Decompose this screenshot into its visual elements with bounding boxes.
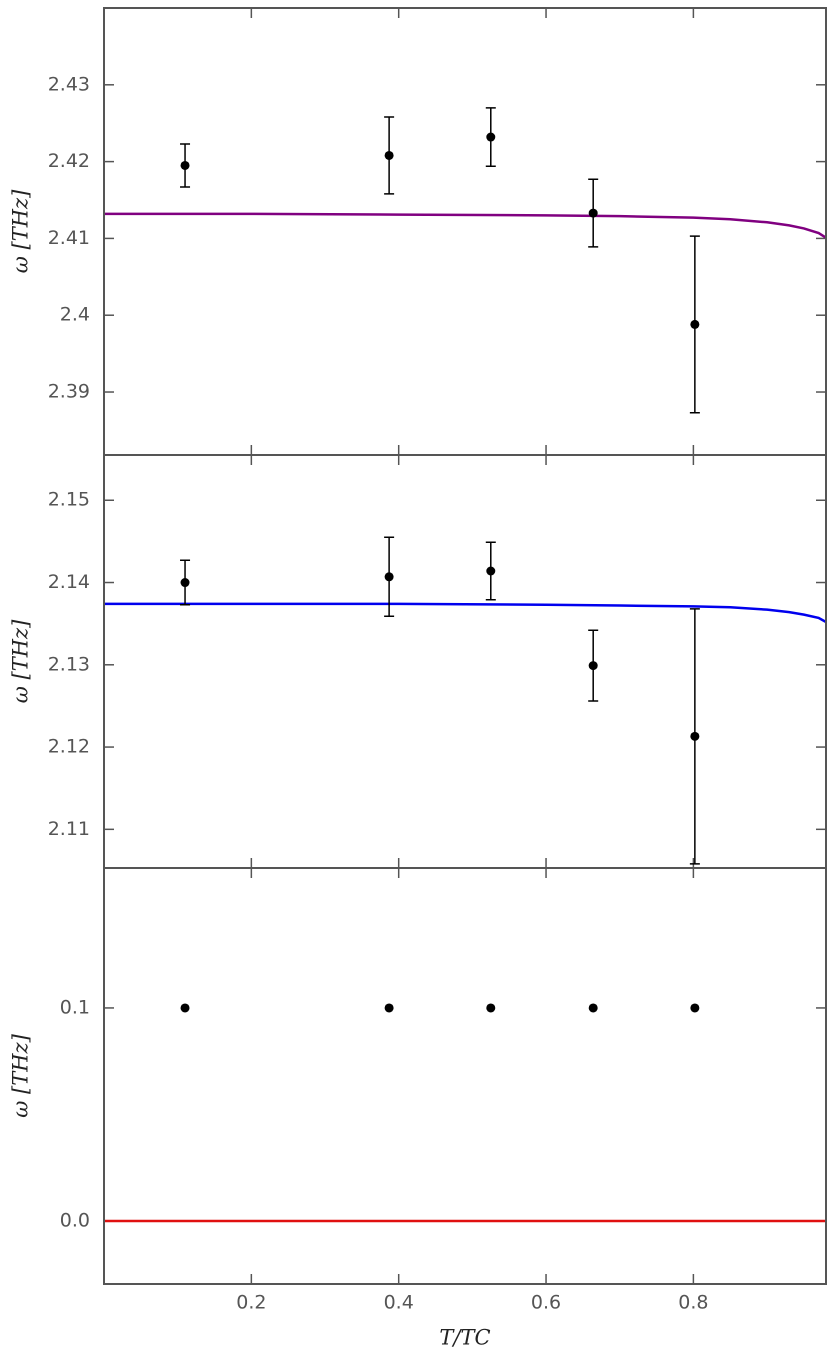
data-point [384, 1003, 394, 1013]
panel-frame [103, 7, 827, 456]
y-axis-label: ω [THz] [9, 619, 33, 703]
x-tick-label: 0.2 [236, 1292, 266, 1314]
y-tick-label: 2.42 [48, 150, 90, 172]
data-point [180, 578, 190, 588]
y-tick-label: 0.0 [60, 1209, 90, 1231]
y-tick-label: 0.1 [60, 996, 90, 1018]
y-tick-label: 2.14 [48, 571, 90, 593]
y-tick-label: 2.12 [48, 736, 90, 758]
y-axis-label: ω [THz] [9, 189, 33, 273]
data-point [486, 566, 496, 576]
x-tick-label: 0.8 [678, 1292, 708, 1314]
fit-line [104, 602, 827, 624]
data-point [588, 208, 598, 218]
y-tick-label: 2.43 [48, 73, 90, 95]
data-point [486, 1003, 496, 1013]
y-tick-label: 2.13 [48, 653, 90, 675]
y-tick-label: 2.11 [48, 818, 90, 840]
data-point [690, 1003, 700, 1013]
data-point [384, 150, 394, 160]
x-tick-label: 0.4 [384, 1292, 414, 1314]
x-tick-label: 0.6 [531, 1292, 561, 1314]
data-point [690, 319, 700, 329]
y-axis-label: ω [THz] [9, 1033, 33, 1117]
y-tick-label: 2.15 [48, 489, 90, 511]
data-point [690, 731, 700, 741]
data-point [588, 1003, 598, 1013]
y-tick-label: 2.41 [48, 227, 90, 249]
data-point [486, 132, 496, 142]
data-point [180, 160, 190, 170]
data-point [180, 1003, 190, 1013]
panel-frame [103, 454, 827, 869]
y-tick-label: 2.39 [48, 381, 90, 403]
x-axis-label: T/TC [439, 1326, 490, 1350]
y-tick-label: 2.4 [60, 304, 90, 326]
fit-line [104, 212, 827, 239]
data-point [588, 661, 598, 671]
data-point [384, 572, 394, 582]
panel-frame [103, 867, 827, 1285]
